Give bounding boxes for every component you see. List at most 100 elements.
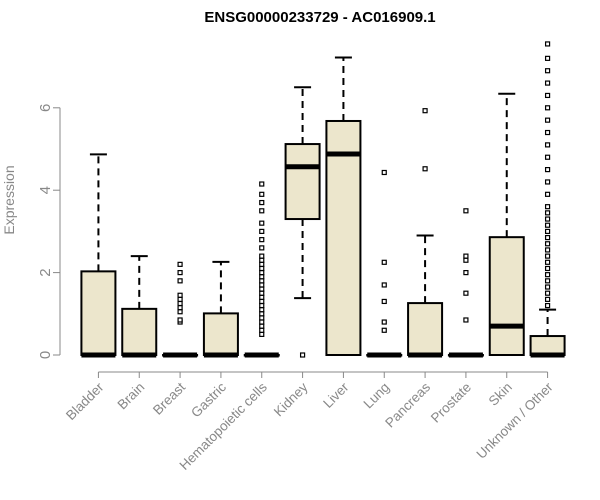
- x-tick-label: Bladder: [63, 379, 107, 423]
- box-group: [284, 86, 321, 358]
- outlier-point: [544, 265, 551, 272]
- outlier-point: [544, 167, 551, 173]
- x-tick-label: Breast: [150, 379, 188, 417]
- outlier-point: [177, 317, 183, 323]
- outlier-point: [259, 274, 265, 280]
- outlier-point: [177, 278, 183, 284]
- outlier-point: [381, 327, 387, 333]
- outlier-point: [544, 179, 551, 185]
- x-tick-label: Skin: [486, 380, 515, 409]
- box-group: [366, 169, 403, 358]
- box-group: [529, 41, 566, 358]
- outlier-point: [422, 166, 428, 172]
- outlier-point: [259, 261, 265, 267]
- outlier-point: [259, 237, 265, 243]
- y-axis-label: Expression: [1, 165, 17, 234]
- outlier-point: [544, 204, 551, 210]
- box-iqr: [325, 119, 362, 357]
- outlier-point: [544, 290, 551, 296]
- box-iqr: [529, 335, 566, 357]
- outlier-point: [259, 311, 265, 317]
- outlier-point: [259, 298, 265, 305]
- outlier-point: [259, 245, 265, 251]
- outlier-point: [463, 270, 469, 276]
- box-iqr: [407, 302, 444, 357]
- chart-title: ENSG00000233729 - AC016909.1: [204, 9, 435, 26]
- outlier-point: [463, 290, 469, 296]
- outlier-point: [259, 208, 265, 214]
- outlier-point: [381, 259, 387, 265]
- box-group: [407, 108, 444, 358]
- boxes-layer: [80, 41, 566, 358]
- outlier-point: [259, 253, 265, 259]
- outlier-point: [259, 319, 265, 325]
- outlier-point: [463, 253, 469, 259]
- x-tick-label: Lung: [361, 380, 393, 412]
- outlier-point: [544, 234, 551, 241]
- outlier-point: [544, 142, 551, 148]
- outlier-point: [544, 284, 551, 290]
- x-tick-label: Unknown / Other: [473, 379, 556, 462]
- outlier-point: [544, 247, 551, 253]
- outlier-point: [259, 278, 265, 284]
- outlier-point: [259, 265, 265, 272]
- outlier-point: [544, 228, 551, 234]
- outlier-point: [381, 169, 387, 176]
- outlier-point: [544, 302, 551, 309]
- outlier-point: [177, 309, 183, 315]
- box-group: [243, 181, 280, 358]
- outlier-point: [544, 253, 551, 259]
- outlier-point: [259, 282, 265, 288]
- outlier-point: [544, 191, 551, 197]
- box-iqr: [80, 270, 117, 357]
- outlier-point: [177, 305, 183, 311]
- outlier-point: [259, 228, 265, 234]
- outlier-point: [259, 327, 265, 333]
- box-iqr: [202, 312, 239, 356]
- y-tick-label: 4: [37, 186, 54, 194]
- box-group: [325, 56, 362, 357]
- outlier-point: [544, 241, 551, 247]
- box-group: [447, 208, 484, 358]
- x-tick-label: Pancreas: [382, 379, 433, 430]
- outlier-point: [259, 307, 265, 313]
- outlier-point: [544, 117, 551, 123]
- outlier-point: [544, 210, 551, 216]
- box-iqr: [284, 143, 321, 221]
- outlier-point: [259, 220, 265, 226]
- outlier-point: [259, 331, 265, 337]
- outlier-point: [177, 261, 183, 267]
- outlier-point: [259, 191, 265, 197]
- outlier-point: [544, 41, 551, 47]
- outlier-point: [259, 290, 265, 296]
- y-tick-label: 2: [37, 268, 54, 276]
- outlier-point: [544, 216, 551, 222]
- outlier-point: [177, 292, 183, 298]
- outlier-point: [381, 282, 387, 288]
- outlier-point: [259, 257, 265, 263]
- x-tick-label: Brain: [114, 380, 147, 413]
- box-group: [488, 92, 525, 356]
- outlier-point: [544, 68, 551, 74]
- outlier-point: [544, 278, 551, 284]
- outlier-point: [177, 300, 183, 307]
- outlier-point: [381, 319, 387, 325]
- x-tick-label: Gastric: [188, 379, 229, 420]
- outlier-point: [463, 317, 469, 323]
- y-axis: 0 2 4 6: [37, 104, 61, 359]
- outlier-point: [544, 105, 551, 111]
- outlier-point: [544, 272, 551, 278]
- outlier-point: [259, 270, 265, 276]
- outlier-point: [177, 270, 183, 276]
- outlier-point: [544, 129, 551, 136]
- outlier-point: [259, 315, 265, 321]
- outlier-point: [544, 296, 551, 302]
- x-tick-label: Prostate: [428, 380, 474, 426]
- outlier-point: [544, 222, 551, 228]
- x-tick-label: Liver: [320, 379, 352, 411]
- box-iqr: [488, 236, 525, 356]
- box-iqr: [121, 307, 158, 356]
- outlier-point: [544, 259, 551, 265]
